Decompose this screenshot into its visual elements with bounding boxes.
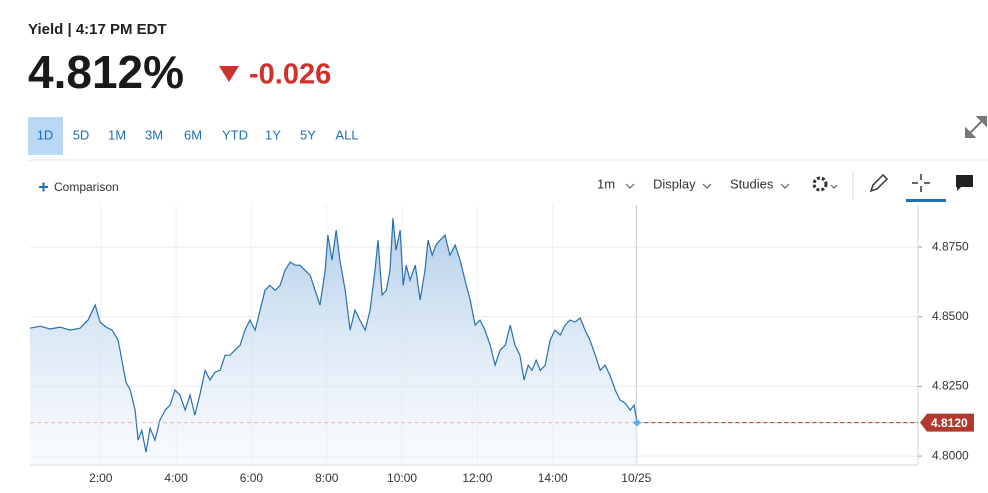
range-button[interactable]: 3M bbox=[145, 127, 163, 142]
price: 4.812% bbox=[28, 46, 184, 98]
range-bar: 1D 5D 1M 3M 6M YTD 1Y 5Y ALL bbox=[28, 117, 359, 155]
chart: 4.8000 4.8250 4.8500 4.8750 2:00 4:00 6:00 8:00… bbox=[29, 205, 974, 485]
studies-menu[interactable]: Studies bbox=[730, 176, 774, 191]
draw-icon[interactable] bbox=[869, 173, 889, 193]
active-tool bbox=[906, 199, 946, 202]
range-button[interactable]: 1Y bbox=[265, 127, 281, 142]
x-tick-label: 6:00 bbox=[240, 471, 264, 485]
last-price-label: 4.8120 bbox=[931, 416, 968, 430]
quote-title: Yield | 4:17 PM EDT bbox=[28, 21, 167, 38]
y-tick-label: 4.8000 bbox=[932, 448, 969, 462]
comparison-button[interactable]: Comparison bbox=[39, 180, 119, 194]
x-tick-label: 14:00 bbox=[538, 471, 568, 485]
interval[interactable]: 1m bbox=[597, 176, 615, 191]
down-arrow bbox=[219, 66, 239, 82]
x-tick-label: 10:00 bbox=[387, 471, 417, 485]
range-button[interactable]: 5D bbox=[73, 127, 90, 142]
range-button[interactable]: YTD bbox=[222, 127, 248, 142]
range-button[interactable]: ALL bbox=[335, 127, 358, 142]
chevron bbox=[780, 183, 790, 189]
x-tick-label: 12:00 bbox=[462, 471, 492, 485]
chevron bbox=[625, 183, 635, 189]
x-tick-label: 2:00 bbox=[89, 471, 113, 485]
comparison-label: Comparison bbox=[54, 180, 119, 194]
last-price-tag bbox=[920, 413, 974, 432]
expand-icon[interactable] bbox=[965, 116, 987, 138]
price-line bbox=[29, 218, 638, 453]
chevron bbox=[702, 183, 712, 189]
change: -0.026 bbox=[249, 59, 331, 91]
x-tick-label: 8:00 bbox=[315, 471, 339, 485]
last-point bbox=[633, 418, 642, 427]
settings-icon[interactable] bbox=[812, 176, 838, 192]
range-button[interactable]: 1M bbox=[108, 127, 126, 142]
y-tick-label: 4.8750 bbox=[932, 239, 969, 253]
range-selected bbox=[28, 117, 63, 155]
display-menu[interactable]: Display bbox=[653, 176, 696, 191]
x-tick-label: 10/25 bbox=[621, 471, 651, 485]
x-tick-label: 4:00 bbox=[164, 471, 188, 485]
area-fill bbox=[30, 218, 638, 465]
range-button[interactable]: 1D bbox=[37, 127, 54, 142]
y-tick-label: 4.8250 bbox=[932, 379, 969, 393]
crosshair-icon[interactable] bbox=[912, 174, 930, 192]
y-tick-label: 4.8500 bbox=[932, 309, 969, 323]
range-button[interactable]: 6M bbox=[184, 127, 202, 142]
comment-icon[interactable] bbox=[956, 175, 973, 191]
range-button[interactable]: 5Y bbox=[300, 127, 316, 142]
